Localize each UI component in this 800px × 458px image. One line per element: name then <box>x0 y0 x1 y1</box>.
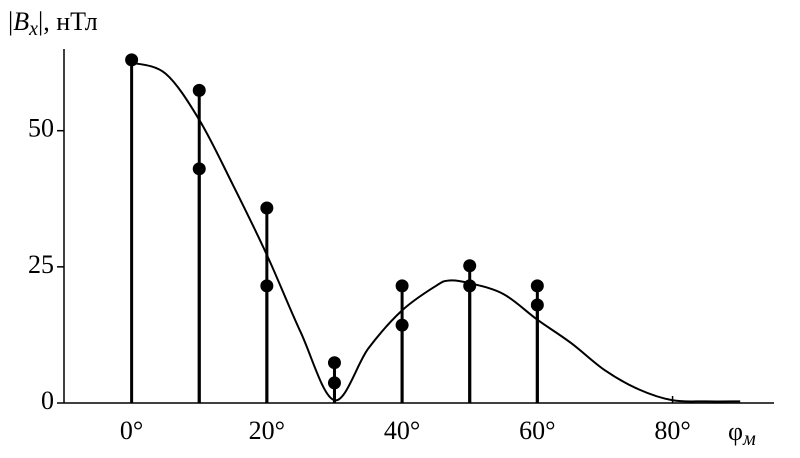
data-point <box>395 318 409 332</box>
data-point <box>327 356 341 370</box>
x-tick-label: 60° <box>519 416 555 445</box>
fit-curve <box>131 61 741 403</box>
y-label-part: | <box>8 7 13 36</box>
x-tick-label: 80° <box>654 416 690 445</box>
data-point <box>125 53 139 67</box>
data-point <box>260 279 274 293</box>
data-point <box>192 162 206 176</box>
data-point <box>463 279 477 293</box>
data-point <box>395 279 409 293</box>
y-label-part: B <box>13 7 29 36</box>
data-point <box>530 279 544 293</box>
x-label-part: м <box>742 428 756 450</box>
data-point <box>463 259 477 273</box>
y-tick-label: 50 <box>28 114 54 143</box>
y-tick-label: 0 <box>41 386 54 415</box>
y-tick-label: 25 <box>28 250 54 279</box>
y-axis-label: |Bx|, нТл <box>8 7 98 40</box>
data-point <box>260 201 274 215</box>
data-point <box>530 298 544 312</box>
data-point <box>192 83 206 97</box>
data-point <box>327 376 341 390</box>
y-label-part: x <box>28 18 38 40</box>
x-axis-label: φм <box>728 417 756 450</box>
x-tick-label: 20° <box>249 416 285 445</box>
y-label-part: |, нТл <box>38 7 98 36</box>
x-tick-label: 40° <box>384 416 420 445</box>
x-label-part: φ <box>728 417 743 446</box>
x-tick-label: 0° <box>120 416 143 445</box>
